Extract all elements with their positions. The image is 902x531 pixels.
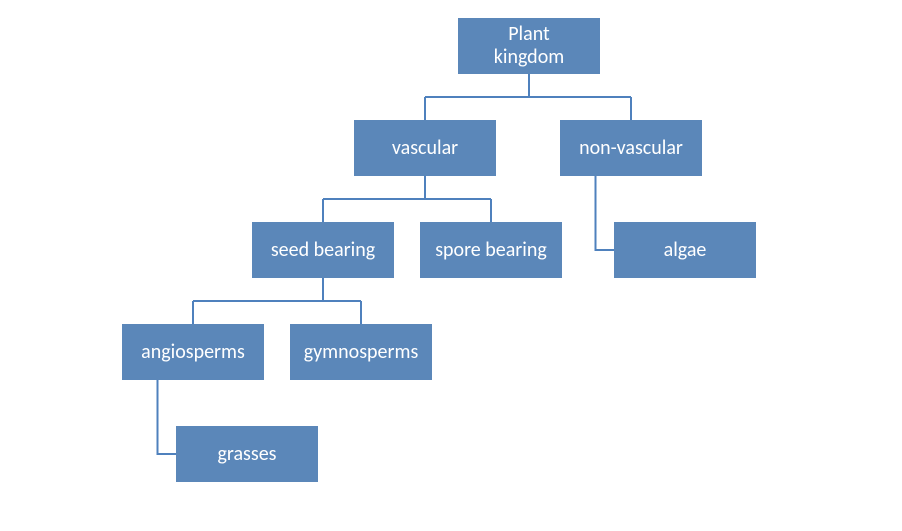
node-vascular: vascular [354,120,496,176]
node-spore-bearing: spore bearing [420,222,562,278]
node-seed-bearing: seed bearing [252,222,394,278]
node-non-vascular: non-vascular [560,120,702,176]
diagram-stage: Plantkingdom vascular non-vascular seed bea… [0,0,902,531]
node-angiosperms: angiosperms [122,324,264,380]
node-plant-kingdom: Plantkingdom [458,18,600,74]
node-algae: algae [614,222,756,278]
node-grasses: grasses [176,426,318,482]
node-gymnosperms: gymnosperms [290,324,432,380]
